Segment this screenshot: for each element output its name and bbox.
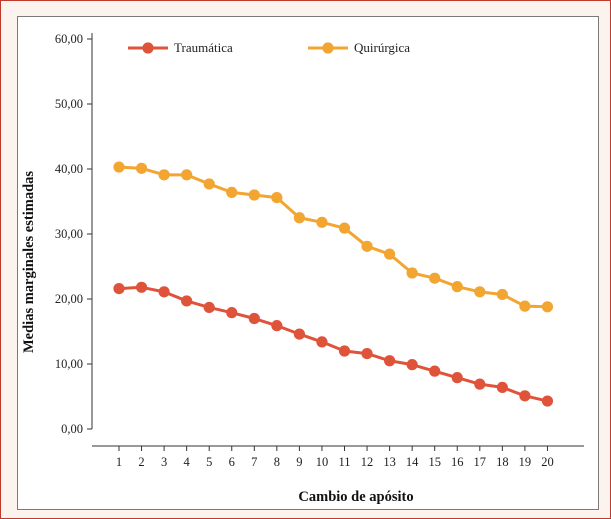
data-point bbox=[384, 248, 396, 260]
data-point bbox=[293, 212, 305, 224]
data-point bbox=[361, 240, 373, 252]
data-point bbox=[338, 345, 351, 357]
data-point bbox=[519, 390, 531, 402]
x-tick-label: 3 bbox=[161, 455, 167, 469]
x-tick-label: 17 bbox=[474, 455, 487, 469]
data-point bbox=[316, 336, 328, 348]
x-tick-label: 15 bbox=[428, 455, 441, 469]
y-tick-label: 20,00 bbox=[55, 292, 83, 306]
data-point bbox=[429, 365, 441, 377]
legend: Traumática Quirúrgica bbox=[128, 40, 410, 55]
data-point bbox=[158, 286, 170, 298]
x-tick-label: 10 bbox=[316, 455, 329, 469]
data-point bbox=[248, 189, 260, 201]
data-point bbox=[361, 348, 373, 360]
x-tick-label: 11 bbox=[338, 455, 350, 469]
x-tick-label: 7 bbox=[251, 455, 257, 469]
data-point bbox=[451, 281, 463, 293]
data-point bbox=[474, 378, 486, 390]
data-point bbox=[181, 169, 193, 181]
x-tick-label: 16 bbox=[451, 455, 464, 469]
x-tick-label: 19 bbox=[519, 455, 532, 469]
y-tick-label: 40,00 bbox=[55, 162, 83, 176]
data-point bbox=[113, 283, 125, 295]
data-point bbox=[248, 312, 260, 325]
data-point bbox=[226, 186, 238, 198]
x-tick-label: 12 bbox=[361, 455, 374, 469]
data-point bbox=[113, 161, 125, 173]
data-point bbox=[293, 328, 305, 340]
data-point bbox=[338, 222, 351, 234]
data-point bbox=[271, 320, 283, 332]
y-tick-label: 50,00 bbox=[55, 97, 83, 111]
data-point bbox=[135, 162, 148, 174]
data-point bbox=[451, 372, 463, 384]
x-tick-label: 9 bbox=[296, 455, 302, 469]
data-point bbox=[226, 307, 238, 319]
data-point bbox=[541, 395, 554, 407]
x-tick-label: 14 bbox=[406, 455, 419, 469]
legend-marker-2 bbox=[322, 42, 334, 54]
data-point bbox=[519, 300, 531, 312]
x-tick-label: 6 bbox=[229, 455, 235, 469]
series-line-2 bbox=[118, 165, 548, 309]
data-point bbox=[541, 301, 554, 313]
x-tick-label: 8 bbox=[274, 455, 280, 469]
x-tick-label: 4 bbox=[184, 455, 191, 469]
y-tick-label: 0,00 bbox=[61, 422, 83, 436]
y-tick-label: 60,00 bbox=[55, 32, 83, 46]
data-point bbox=[474, 286, 486, 298]
y-axis-title: Medias marginales estimadas bbox=[21, 171, 37, 353]
y-tick-label: 30,00 bbox=[55, 227, 83, 241]
data-point bbox=[135, 281, 148, 293]
data-point bbox=[203, 301, 215, 314]
legend-label-1: Traumática bbox=[174, 40, 233, 55]
x-tick-label: 1 bbox=[116, 455, 122, 469]
data-point bbox=[496, 381, 508, 393]
x-tick-label: 5 bbox=[206, 455, 212, 469]
x-tick-label: 2 bbox=[138, 455, 144, 469]
data-point bbox=[158, 169, 170, 181]
x-axis-title: Cambio de apósito bbox=[298, 489, 413, 505]
y-tick-label: 10,00 bbox=[55, 357, 83, 371]
data-point bbox=[384, 355, 396, 367]
data-point bbox=[496, 288, 508, 301]
data-point bbox=[406, 359, 418, 371]
x-tick-label: 18 bbox=[496, 455, 509, 469]
data-point bbox=[429, 272, 441, 284]
chart-panel: 0,00 10,00 20,00 30,00 40,00 50,00 60,00 1 2 3 4 5 6… bbox=[17, 16, 599, 510]
data-point bbox=[203, 178, 215, 190]
legend-marker-1 bbox=[142, 42, 154, 54]
x-tick-label: 20 bbox=[541, 455, 554, 469]
x-tick-label: 13 bbox=[383, 455, 396, 469]
data-point bbox=[316, 216, 328, 228]
data-point bbox=[181, 295, 193, 307]
legend-label-2: Quirúrgica bbox=[354, 40, 410, 55]
data-point bbox=[271, 192, 283, 204]
series-layer bbox=[113, 161, 554, 407]
data-point bbox=[406, 267, 418, 279]
